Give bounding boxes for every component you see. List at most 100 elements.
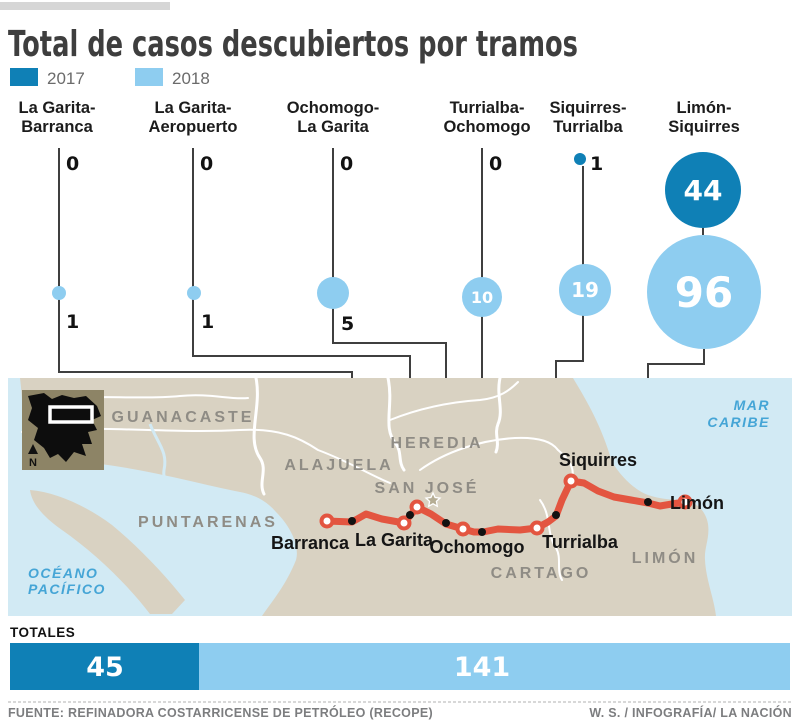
map-land	[20, 378, 716, 616]
dot-segment-3	[442, 519, 450, 527]
segment-6-label-line1: Limón-	[677, 99, 732, 117]
inset-map: N	[22, 390, 104, 470]
border-alajuela	[386, 376, 406, 472]
totals-bar-2017	[10, 643, 199, 690]
segment-3-label-line2: La Garita	[297, 118, 369, 136]
legend-swatch-2018	[135, 68, 163, 86]
province-limon: LIMÓN	[632, 548, 699, 567]
station-barranca	[319, 513, 335, 529]
inset-costa-rica-silhouette	[28, 393, 101, 462]
totals-title: TOTALES	[10, 625, 75, 640]
series-2017-markers: 0 0 0 0 1 44	[66, 152, 741, 228]
road-heredia-north	[389, 381, 519, 421]
san-jose-star-icon	[424, 491, 442, 508]
value-2017-segment-5: 1	[590, 153, 603, 175]
town-limon: Limón	[670, 493, 724, 513]
connector-dots	[348, 498, 652, 536]
value-2018-segment-4: 10	[471, 288, 493, 307]
value-2017-segment-3: 0	[340, 153, 353, 175]
value-2017-segment-1: 0	[66, 153, 79, 175]
town-ochomogo: Ochomogo	[430, 537, 525, 557]
inset-highlight-frame	[48, 405, 94, 424]
value-2018-segment-1: 1	[66, 311, 79, 333]
station-ochomogo	[455, 521, 471, 537]
legend-label-2018: 2018	[172, 69, 210, 88]
province-puntarenas: PUNTARENAS	[138, 514, 278, 531]
bubble-2018-segment-2	[187, 286, 201, 300]
bubble-2018-segment-6	[647, 235, 761, 349]
segment-5-label-line2: Turrialba	[553, 118, 623, 136]
value-2018-segment-5: 19	[571, 278, 599, 302]
river	[148, 423, 183, 500]
north-arrow-triangle	[28, 444, 38, 454]
north-arrow-icon: N	[28, 444, 38, 469]
totals-value-2017: 45	[86, 652, 124, 683]
segment-4-label-line2: Ochomogo	[443, 118, 530, 136]
caribbean-label-line1: MAR	[734, 397, 770, 413]
town-la-garita: La Garita	[355, 530, 434, 550]
dot-segment-2	[406, 511, 414, 519]
segment-6-label-line2: Siquirres	[668, 118, 740, 136]
north-arrow-label: N	[29, 457, 37, 469]
segment-1-label-line2: Barranca	[21, 118, 93, 136]
segment-2-label-line2: Aeropuerto	[149, 118, 238, 136]
segment-labels: La Garita- Barranca La Garita- Aeropuert…	[18, 99, 739, 136]
bubble-2018-segment-5	[559, 264, 611, 316]
value-2017-segment-2: 0	[200, 153, 213, 175]
value-2017-segment-4: 0	[489, 153, 502, 175]
legend-label-2017: 2017	[47, 69, 85, 88]
segment-5-label-line1: Siquirres-	[549, 99, 626, 117]
value-2017-segment-6: 44	[684, 174, 723, 207]
segment-3-label-line1: Ochomogo-	[287, 99, 380, 117]
province-guanacaste: GUANACASTE	[112, 409, 255, 426]
segment-4-label-line1: Turrialba-	[450, 99, 525, 117]
station-la-garita	[396, 515, 412, 531]
bubble-2017-segment-5	[574, 153, 586, 165]
map: OCÉANO PACÍFICO MAR CARIBE GUANACASTE AL…	[8, 376, 792, 616]
value-2018-segment-2: 1	[201, 311, 214, 333]
segment-1-label-line1: La Garita-	[18, 99, 95, 117]
road-siquirres	[419, 436, 574, 482]
province-cartago: CARTAGO	[491, 565, 592, 582]
pacific-label-line2: PACÍFICO	[28, 581, 106, 597]
pacific-label-line1: OCÉANO	[28, 565, 98, 581]
segment-2-label-line1: La Garita-	[154, 99, 231, 117]
bubble-2017-segment-6	[665, 152, 741, 228]
caribbean-label-line2: CARIBE	[707, 414, 770, 430]
dot-segment-6	[644, 498, 652, 506]
legend-swatch-2017	[10, 68, 38, 86]
map-peninsula	[30, 490, 185, 614]
totals-value-2018: 141	[454, 652, 510, 683]
page-title: Total de casos descubiertos por tramos	[8, 24, 578, 65]
dot-segment-5	[552, 511, 560, 519]
footer-credit: W. S. / INFOGRAFÍA/ LA NACIÓN	[589, 705, 792, 720]
series-2018-markers: 1 1 5 10 19 96	[52, 235, 761, 349]
province-heredia: HEREDIA	[390, 435, 483, 452]
dot-segment-1	[348, 517, 356, 525]
footer-source: FUENTE: REFINADORA COSTARRICENSE DE PETR…	[8, 705, 433, 720]
border-guanacaste	[252, 376, 266, 496]
value-2018-segment-6: 96	[675, 268, 733, 317]
province-san-jose: SAN JOSÉ	[375, 478, 480, 497]
town-barranca: Barranca	[271, 533, 350, 553]
dot-segment-4	[478, 528, 486, 536]
border-heredia	[494, 376, 502, 454]
totals-bar-2018	[199, 643, 790, 690]
town-siquirres: Siquirres	[559, 450, 637, 470]
border-cartago-limon	[539, 499, 563, 581]
station-limon	[677, 494, 693, 510]
bubble-2018-segment-3	[317, 277, 349, 309]
legend: 2017 2018	[10, 68, 210, 88]
footer: FUENTE: REFINADORA COSTARRICENSE DE PETR…	[8, 701, 792, 720]
province-alajuela: ALAJUELA	[284, 457, 393, 474]
station-mid	[529, 520, 545, 536]
station-peak	[409, 499, 425, 515]
bubble-2018-segment-4	[462, 277, 502, 317]
station-siquirres	[563, 473, 579, 489]
town-turrialba: Turrialba	[542, 532, 619, 552]
totals-section: TOTALES 45 141	[10, 625, 790, 690]
bubble-2018-segment-1	[52, 286, 66, 300]
route-stations	[319, 473, 693, 537]
